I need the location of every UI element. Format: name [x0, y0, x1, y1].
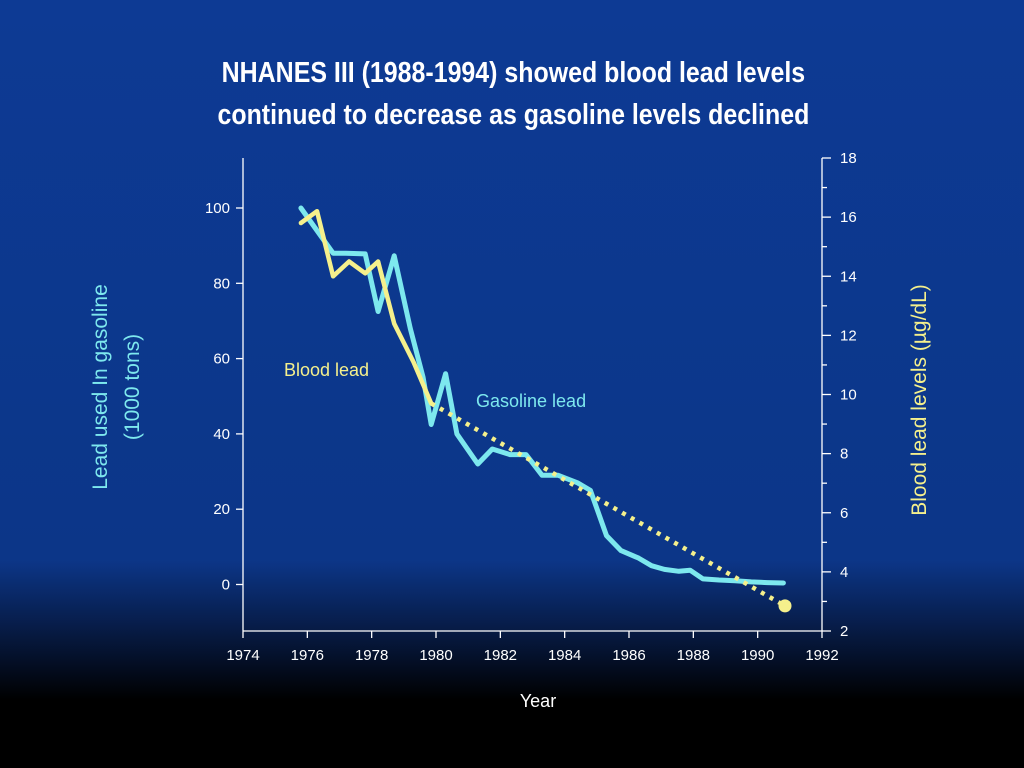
- x-tick-label: 1990: [741, 647, 774, 664]
- x-tick-label: 1986: [612, 647, 645, 664]
- blood-lead-line: [298, 208, 434, 406]
- gasoline-lead-line: [298, 205, 786, 586]
- series-layer: [298, 205, 792, 613]
- left-y-axis-title-line-1: Lead used In gasoline: [89, 284, 112, 490]
- x-tick-label: 1992: [805, 647, 838, 664]
- left-y-tick-label: 0: [222, 577, 230, 594]
- right-y-axis-title: Blood lead levels (µg/dL): [908, 284, 931, 516]
- x-tick-label: 1984: [548, 647, 581, 664]
- slide-title: NHANES III (1988-1994) showed blood lead…: [73, 52, 954, 136]
- x-tick-label: 1974: [226, 647, 259, 664]
- ticks-layer: 1974 1976 1978 1980 1982 1984 1986 1988 1990 1992…: [205, 150, 857, 664]
- right-y-tick-label: 6: [840, 505, 848, 522]
- right-y-tick-label: 16: [840, 209, 857, 226]
- x-tick-label: 1976: [291, 647, 324, 664]
- right-y-tick-label: 4: [840, 564, 848, 581]
- right-y-tick-label: 8: [840, 446, 848, 463]
- right-y-tick-label: 18: [840, 150, 857, 167]
- slide-title-line-2: continued to decrease as gasoline levels…: [217, 99, 810, 131]
- right-y-tick-label: 14: [840, 268, 857, 285]
- x-tick-label: 1978: [355, 647, 388, 664]
- x-tick-label: 1980: [419, 647, 452, 664]
- right-y-tick-label: 2: [840, 623, 848, 640]
- left-y-tick-label: 60: [213, 351, 230, 368]
- left-y-tick-label: 20: [213, 501, 230, 518]
- slide-title-line-1: NHANES III (1988-1994) showed blood lead…: [221, 57, 806, 89]
- x-tick-label: 1982: [484, 647, 517, 664]
- left-y-tick-label: 80: [213, 275, 230, 292]
- blood-lead-end-marker: [778, 599, 792, 613]
- blood-lead-trend-line: [430, 401, 787, 608]
- x-axis-title: Year: [520, 691, 556, 711]
- x-tick-label: 1988: [677, 647, 710, 664]
- gasoline-lead-label: Gasoline lead: [476, 391, 586, 411]
- left-y-tick-label: 40: [213, 426, 230, 443]
- left-y-axis-title-line-2: (1000 tons): [121, 334, 144, 440]
- left-y-tick-label: 100: [205, 200, 230, 217]
- blood-lead-label: Blood lead: [284, 360, 369, 380]
- right-y-tick-label: 12: [840, 327, 857, 344]
- right-y-tick-label: 10: [840, 387, 857, 404]
